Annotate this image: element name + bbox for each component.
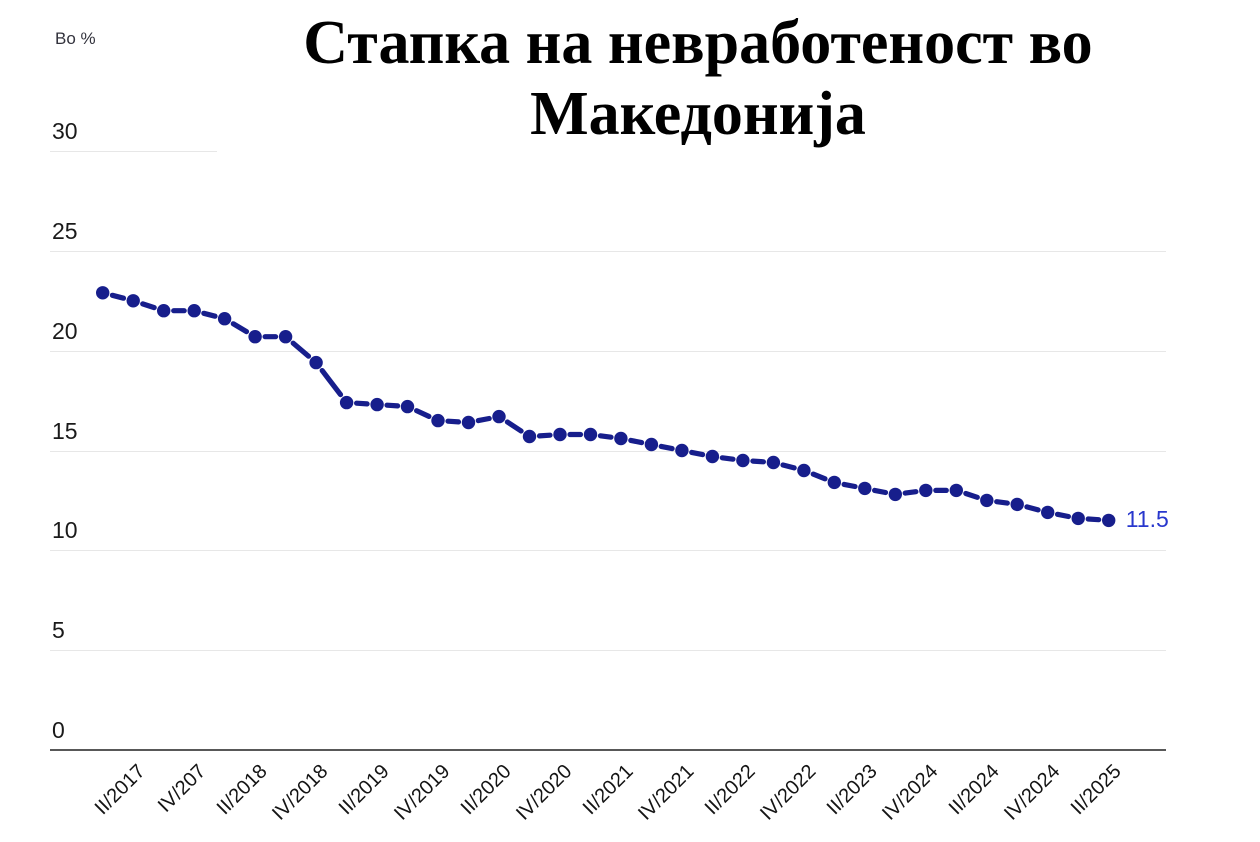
- x-axis-line: [50, 749, 1166, 751]
- line-segment: [290, 340, 312, 359]
- data-point: [644, 437, 659, 452]
- line-segment: [354, 400, 370, 407]
- line-segment: [841, 481, 858, 490]
- data-point: [614, 431, 628, 446]
- data-point: [248, 330, 262, 344]
- line-segment: [140, 301, 157, 311]
- data-point: [278, 330, 293, 344]
- line-segment: [201, 310, 218, 319]
- data-point: [980, 493, 994, 508]
- line-segment: [750, 458, 767, 465]
- data-point: [461, 415, 476, 430]
- data-point: [766, 455, 781, 470]
- data-point: [736, 453, 750, 468]
- y-tick-label: 30: [52, 118, 78, 144]
- line-segment: [597, 433, 614, 440]
- data-point: [522, 429, 537, 444]
- data-point: [797, 463, 811, 478]
- y-tick-label: 15: [52, 417, 78, 444]
- data-point: [157, 304, 171, 318]
- data-point: [1102, 513, 1116, 528]
- data-point: [187, 304, 201, 318]
- y-axis-unit-label: Во %: [55, 29, 96, 48]
- line-segment: [475, 415, 492, 424]
- line-segment: [1085, 516, 1102, 523]
- data-point: [431, 413, 445, 428]
- data-point: [675, 443, 689, 458]
- line-segment: [963, 490, 980, 500]
- data-point: [309, 355, 323, 370]
- line-segment: [719, 455, 736, 462]
- line-segment: [994, 499, 1010, 506]
- line-segment: [871, 487, 889, 496]
- y-tick-label: 20: [52, 317, 78, 344]
- gridline: [50, 450, 1166, 452]
- line-segment: [628, 437, 645, 446]
- line-segment: [1024, 504, 1041, 513]
- line-segment: [1054, 511, 1072, 520]
- data-point: [370, 397, 384, 412]
- line-segment: [230, 321, 250, 335]
- data-point: [949, 483, 963, 498]
- y-tick-label: 25: [52, 217, 78, 244]
- data-point: [919, 483, 933, 498]
- line-segment: [109, 292, 127, 301]
- data-point: [705, 449, 720, 464]
- data-point: [492, 409, 506, 424]
- data-point: [888, 487, 902, 502]
- data-point: [126, 294, 140, 308]
- line-segment: [902, 489, 919, 496]
- line-segment: [780, 462, 797, 471]
- line-segment: [445, 418, 462, 425]
- data-point: [583, 427, 598, 442]
- line-segment: [658, 443, 675, 452]
- data-point: [1071, 511, 1085, 526]
- data-point: [827, 475, 841, 490]
- data-point: [217, 312, 232, 326]
- gridline: [50, 350, 1166, 352]
- y-tick-label: 10: [52, 517, 78, 544]
- line-segment: [504, 419, 524, 434]
- data-point: [858, 481, 872, 496]
- y-tick-label: 5: [52, 617, 65, 644]
- gridline: [50, 250, 1166, 252]
- line-segment: [689, 449, 706, 458]
- data-point: [1010, 497, 1024, 512]
- gridline: [50, 650, 1166, 652]
- line-segment: [810, 471, 828, 482]
- line-segment: [536, 432, 553, 439]
- data-point: [400, 399, 415, 414]
- line-segment: [319, 368, 344, 398]
- chart-title: Стапка на невработеност во Македонија: [133, 8, 1260, 151]
- chart-title-line-2: Македонија: [530, 80, 866, 149]
- y-tick-label: 0: [52, 717, 65, 743]
- line-segment: [384, 402, 401, 409]
- data-point: [553, 427, 567, 442]
- gridline: [50, 550, 1166, 552]
- data-point: [96, 286, 110, 300]
- line-segment: [414, 408, 432, 419]
- last-value-label: 11.5: [1125, 506, 1169, 533]
- data-point: [339, 395, 354, 410]
- chart-title-line-1: Стапка на невработеност во: [303, 9, 1093, 77]
- gridline: [50, 151, 217, 152]
- data-point: [1041, 505, 1055, 520]
